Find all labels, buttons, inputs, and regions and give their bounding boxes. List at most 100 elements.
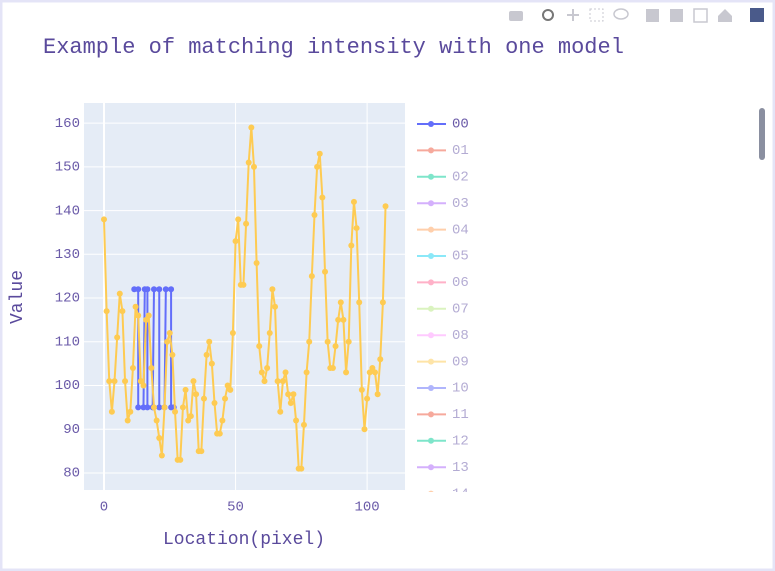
point xyxy=(150,286,157,293)
y-tick-label: 90 xyxy=(63,422,80,438)
point xyxy=(177,456,184,463)
point xyxy=(172,408,179,415)
x-tick-label: 0 xyxy=(100,500,108,516)
zoom-out-icon[interactable] xyxy=(670,9,683,22)
point xyxy=(345,338,352,345)
legend-marker xyxy=(428,385,434,391)
point xyxy=(156,404,163,411)
point xyxy=(148,364,155,371)
point xyxy=(227,386,234,393)
legend-label: 05 xyxy=(452,249,469,265)
legend-item[interactable]: 13 xyxy=(417,460,469,476)
legend-label: 02 xyxy=(452,170,469,186)
legend-label: 07 xyxy=(452,302,469,318)
legend-item[interactable]: 03 xyxy=(417,196,469,212)
point xyxy=(287,399,294,406)
point xyxy=(119,308,126,315)
point xyxy=(108,408,115,415)
legend-item[interactable]: 09 xyxy=(417,354,469,370)
legend-label: 14 xyxy=(452,486,469,502)
point xyxy=(162,286,169,293)
legend-item[interactable]: 14 xyxy=(417,486,469,502)
y-tick-label: 100 xyxy=(55,378,80,394)
chart-title: Example of matching intensity with one m… xyxy=(43,35,624,60)
point xyxy=(372,369,379,376)
point xyxy=(144,286,151,293)
camera-icon[interactable] xyxy=(509,11,523,21)
modebar xyxy=(509,8,764,23)
point xyxy=(337,299,344,306)
point xyxy=(243,220,250,227)
scrollbar[interactable] xyxy=(759,108,765,160)
point xyxy=(298,465,305,472)
point xyxy=(135,312,142,319)
legend-label: 10 xyxy=(452,381,469,397)
point xyxy=(258,369,265,376)
autoscale-icon[interactable] xyxy=(693,8,708,23)
point xyxy=(140,382,147,389)
point xyxy=(332,343,339,350)
legend-item[interactable]: 12 xyxy=(417,434,469,450)
zoom-in-icon[interactable] xyxy=(646,9,659,22)
point xyxy=(145,312,152,319)
point xyxy=(377,356,384,363)
legend-marker xyxy=(428,305,434,312)
point xyxy=(150,404,157,411)
point xyxy=(314,163,321,170)
legend-marker xyxy=(428,464,434,471)
legend-marker xyxy=(428,490,434,492)
x-tick-label: 50 xyxy=(227,500,244,516)
point xyxy=(300,421,307,428)
legend-item[interactable]: 02 xyxy=(417,170,469,186)
legend[interactable]: 00 01 02 03 04 05 06 07 08 09 10 11 12 13 14 xyxy=(417,117,469,503)
point xyxy=(374,391,381,398)
point xyxy=(158,452,165,459)
grid xyxy=(84,103,405,490)
legend-item[interactable]: 05 xyxy=(417,249,469,265)
legend-label: 01 xyxy=(452,143,469,159)
legend-item[interactable]: 04 xyxy=(417,222,469,238)
point xyxy=(137,378,144,385)
point xyxy=(211,399,218,406)
point xyxy=(216,430,223,437)
point xyxy=(364,395,371,402)
point xyxy=(127,408,134,415)
legend-item[interactable]: 11 xyxy=(417,407,469,423)
lasso-icon[interactable] xyxy=(613,8,629,20)
legend-item[interactable]: 00 xyxy=(417,117,469,133)
legend-item[interactable]: 08 xyxy=(417,328,469,344)
legend-item[interactable]: 06 xyxy=(417,275,469,291)
legend-marker xyxy=(428,332,434,339)
pan-icon[interactable] xyxy=(567,9,579,21)
legend-marker xyxy=(428,226,434,233)
point xyxy=(135,404,142,411)
point xyxy=(322,268,329,275)
plotly-logo[interactable] xyxy=(750,8,764,22)
point xyxy=(269,286,276,293)
legend-marker xyxy=(428,200,434,207)
point xyxy=(248,124,255,131)
point xyxy=(350,198,357,205)
reset-icon[interactable] xyxy=(718,9,732,22)
zoom-icon[interactable] xyxy=(542,9,554,21)
point xyxy=(232,238,239,245)
point xyxy=(132,303,139,310)
legend-item[interactable]: 07 xyxy=(417,302,469,318)
legend-item[interactable]: 10 xyxy=(417,381,469,397)
point xyxy=(279,378,286,385)
legend-label: 12 xyxy=(452,434,469,450)
point xyxy=(129,364,136,371)
point xyxy=(324,338,331,345)
point xyxy=(256,343,263,350)
point xyxy=(353,225,360,232)
legend-item[interactable]: 01 xyxy=(417,143,469,159)
point xyxy=(335,316,342,323)
select-icon[interactable] xyxy=(589,8,604,22)
legend-marker xyxy=(428,411,434,418)
point xyxy=(308,273,315,280)
point xyxy=(358,386,365,393)
legend-marker xyxy=(428,121,434,127)
point xyxy=(329,364,336,371)
